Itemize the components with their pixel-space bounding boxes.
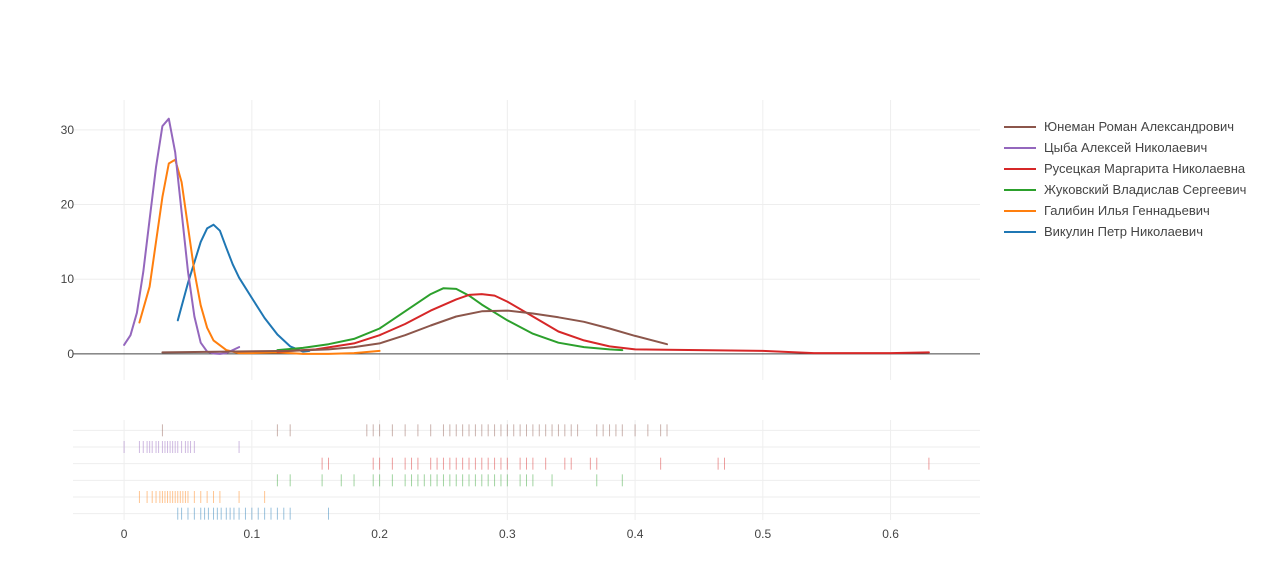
legend-label: Цыба Алексей Николаевич xyxy=(1044,140,1208,155)
legend-item[interactable]: Русецкая Маргарита Николаевна xyxy=(1004,158,1276,179)
x-tick-label: 0.5 xyxy=(754,527,771,541)
legend-item[interactable]: Галибин Илья Геннадьевич xyxy=(1004,200,1276,221)
series-line xyxy=(161,309,668,354)
y-tick-label: 30 xyxy=(61,123,75,137)
series-line xyxy=(138,158,381,355)
x-tick-label: 0.3 xyxy=(499,527,516,541)
series-line xyxy=(276,293,930,355)
axis-labels: 0 0.1 0.2 0.3 0.4 0.5 0.6 0 10 20 30 xyxy=(61,123,900,541)
x-tick-label: 0.1 xyxy=(244,527,261,541)
x-tick-label: 0.6 xyxy=(882,527,899,541)
legend-item[interactable]: Жуковский Владислав Сергеевич xyxy=(1004,179,1276,200)
legend-item[interactable]: Цыба Алексей Николаевич xyxy=(1004,137,1276,158)
y-tick-label: 10 xyxy=(61,272,75,286)
legend-swatch xyxy=(1004,125,1036,128)
legend-label: Галибин Илья Геннадьевич xyxy=(1044,203,1210,218)
rug-plot xyxy=(123,424,930,520)
legend-label: Юнеман Роман Александрович xyxy=(1044,119,1235,134)
kde-grid xyxy=(73,100,980,380)
kde-plot xyxy=(123,117,930,355)
series-line xyxy=(123,117,241,355)
legend-swatch xyxy=(1004,188,1036,191)
legend: Юнеман Роман Александрович Цыба Алексей Н… xyxy=(1004,116,1276,242)
legend-swatch xyxy=(1004,230,1036,233)
legend-swatch xyxy=(1004,167,1036,170)
y-tick-label: 20 xyxy=(61,198,75,212)
legend-swatch xyxy=(1004,146,1036,149)
rug-grid xyxy=(73,420,980,520)
legend-swatch xyxy=(1004,209,1036,212)
legend-item[interactable]: Викулин Петр Николаевич xyxy=(1004,221,1276,242)
legend-item[interactable]: Юнеман Роман Александрович xyxy=(1004,116,1276,137)
x-tick-label: 0.4 xyxy=(627,527,644,541)
y-tick-label: 0 xyxy=(67,347,74,361)
legend-label: Жуковский Владислав Сергеевич xyxy=(1044,182,1247,197)
x-tick-label: 0.2 xyxy=(371,527,388,541)
series-line xyxy=(276,287,624,352)
x-tick-label: 0 xyxy=(121,527,128,541)
legend-label: Русецкая Маргарита Николаевна xyxy=(1044,161,1246,176)
legend-label: Викулин Петр Николаевич xyxy=(1044,224,1203,239)
series-line xyxy=(176,223,311,353)
